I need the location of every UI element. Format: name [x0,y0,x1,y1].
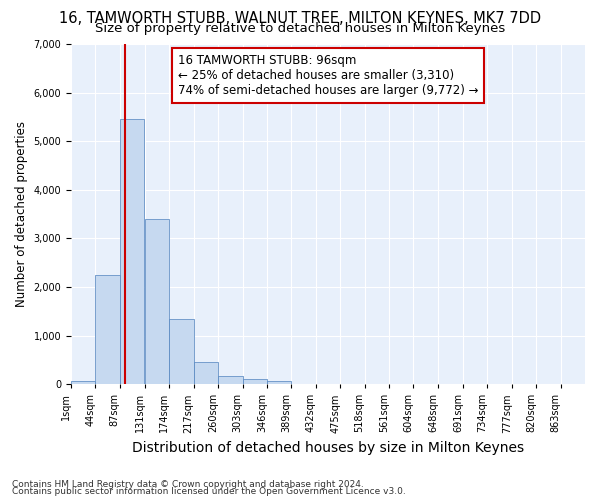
Y-axis label: Number of detached properties: Number of detached properties [15,121,28,307]
Bar [267,381,292,384]
Bar [120,120,144,384]
Bar [194,362,218,384]
Bar [145,219,169,384]
Text: 16 TAMWORTH STUBB: 96sqm
← 25% of detached houses are smaller (3,310)
74% of sem: 16 TAMWORTH STUBB: 96sqm ← 25% of detach… [178,54,478,97]
Text: 16, TAMWORTH STUBB, WALNUT TREE, MILTON KEYNES, MK7 7DD: 16, TAMWORTH STUBB, WALNUT TREE, MILTON … [59,11,541,26]
X-axis label: Distribution of detached houses by size in Milton Keynes: Distribution of detached houses by size … [132,441,524,455]
Bar [95,275,120,384]
Bar [242,380,267,384]
Bar [71,382,95,384]
Text: Contains HM Land Registry data © Crown copyright and database right 2024.: Contains HM Land Registry data © Crown c… [12,480,364,489]
Bar [169,318,194,384]
Text: Contains public sector information licensed under the Open Government Licence v3: Contains public sector information licen… [12,487,406,496]
Text: Size of property relative to detached houses in Milton Keynes: Size of property relative to detached ho… [95,22,505,35]
Bar [218,376,242,384]
